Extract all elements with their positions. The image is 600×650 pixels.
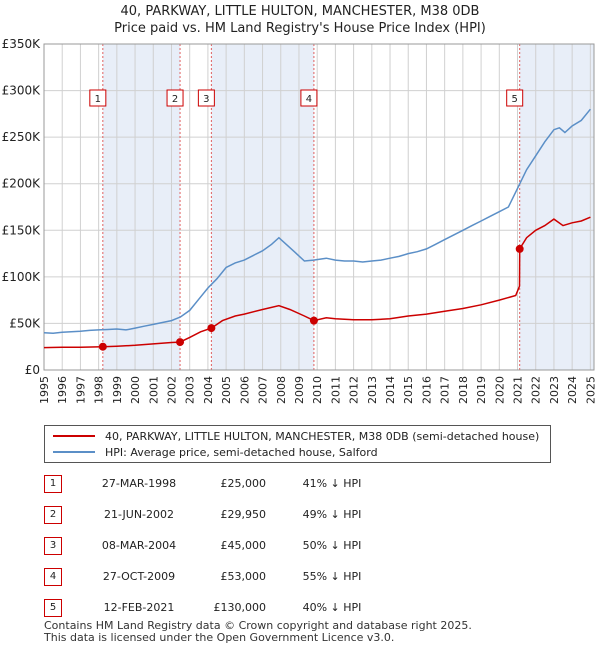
chart-subtitle: Price paid vs. HM Land Registry's House … [114,21,486,36]
sale-badge-number: 4 [306,94,312,105]
x-tick-label: 2004 [202,376,215,404]
sale-number-badge: 2 [44,506,62,524]
sale-price: £29,950 [220,508,267,521]
sale-badge-box [300,89,318,107]
sale-badge-box [197,89,215,107]
sale-badge-number: 2 [172,94,178,105]
sale-badge-box [166,89,184,107]
x-tick-label: 1999 [111,376,124,404]
sale-number-badge: 3 [44,537,62,555]
x-tick-label: 2016 [420,376,433,404]
x-tick-label: 2008 [275,376,288,404]
x-tick-label: 2013 [366,376,379,404]
x-tick-label: 2012 [348,376,361,404]
x-tick-label: 2001 [147,376,160,404]
x-tick-label: 2009 [293,376,306,404]
x-tick-label: 2002 [165,376,178,404]
shaded-period [519,44,594,370]
y-tick-label: £0 [25,363,40,377]
legend-swatch-property [53,435,95,437]
sale-date: 12-FEB-2021 [103,601,175,614]
sale-point [515,244,524,253]
property-series-line [43,216,591,349]
legend-item-property: 40, PARKWAY, LITTLE HULTON, MANCHESTER, … [53,428,539,444]
x-tick-label: 2025 [584,376,597,404]
sale-badge-number: 5 [512,94,518,105]
sale-price: £53,000 [220,570,267,583]
price-chart: £0 £50K £100K £150K £200K £250K £300K £350K 1995… [2,37,598,404]
hpi-series-line [43,108,591,334]
legend-label-hpi: HPI: Average price, semi-detached house,… [105,445,378,459]
chart-title: 40, PARKWAY, LITTLE HULTON, MANCHESTER, … [120,4,480,19]
sale-hpi-diff: 55% ↓ HPI [302,570,362,583]
x-tick-label: 2011 [329,376,342,404]
x-tick-label: 2022 [530,376,543,404]
table-row: 4 27-OCT-2009 £53,000 55% ↓ HPI [44,564,404,595]
sale-point [309,316,318,325]
sale-date: 27-OCT-2009 [102,570,176,583]
sale-price: £45,000 [220,539,267,552]
sale-hpi-diff: 50% ↓ HPI [302,539,362,552]
x-tick-label: 2014 [384,376,397,404]
y-tick-label: £150K [2,223,42,237]
sale-number-badge: 4 [44,568,62,586]
sale-date: 21-JUN-2002 [103,508,175,521]
x-tick-label: 1996 [56,376,69,404]
table-row: 2 21-JUN-2002 £29,950 49% ↓ HPI [44,502,404,533]
table-row: 5 12-FEB-2021 £130,000 40% ↓ HPI [44,595,404,626]
x-tick-label: 2000 [129,376,142,404]
sale-hpi-diff: 49% ↓ HPI [302,508,362,521]
sale-point [176,338,185,347]
sale-hpi-diff: 40% ↓ HPI [302,601,362,614]
x-tick-label: 2019 [475,376,488,404]
x-tick-label: 1995 [38,376,51,404]
y-tick-label: £200K [2,177,42,191]
legend-item-hpi: HPI: Average price, semi-detached house,… [53,444,378,460]
sale-date: 08-MAR-2004 [101,539,177,552]
footer-license: This data is licensed under the Open Gov… [44,631,395,644]
legend-label-property: 40, PARKWAY, LITTLE HULTON, MANCHESTER, … [105,429,540,443]
sale-number-badge: 1 [44,475,62,493]
sale-point [207,324,216,333]
y-tick-label: £250K [2,130,42,144]
x-tick-label: 2024 [566,376,579,404]
legend-swatch-hpi [53,451,95,453]
sales-table: 1 27-MAR-1998 £25,000 41% ↓ HPI 2 21-JUN… [44,471,404,626]
y-tick-label: £50K [9,316,41,330]
x-tick-label: 2005 [220,376,233,404]
x-tick-label: 2015 [402,376,415,404]
table-row: 1 27-MAR-1998 £25,000 41% ↓ HPI [44,471,404,502]
sale-price: £25,000 [220,477,267,490]
table-row: 3 08-MAR-2004 £45,000 50% ↓ HPI [44,533,404,564]
x-tick-label: 2006 [238,376,251,404]
x-tick-label: 2021 [512,376,525,404]
x-tick-label: 2023 [548,376,561,404]
x-tick-label: 2003 [184,376,197,404]
sale-badge-number: 3 [203,94,209,105]
y-tick-label: £100K [2,270,42,284]
x-tick-label: 2010 [311,376,324,404]
footer: Contains HM Land Registry data © Crown c… [44,620,472,644]
x-tick-label: 2018 [457,376,470,404]
sale-point [98,342,107,351]
legend: 40, PARKWAY, LITTLE HULTON, MANCHESTER, … [44,425,551,463]
sale-badge-number: 1 [95,94,101,105]
sale-number-badge: 5 [44,599,62,617]
sale-date: 27-MAR-1998 [101,477,177,490]
x-tick-label: 2020 [493,376,506,404]
x-tick-label: 1997 [74,376,87,404]
plot-frame [43,43,595,371]
sale-badge-box [89,89,107,107]
x-tick-label: 1998 [93,376,106,404]
sale-price: £130,000 [213,601,267,614]
y-tick-label: £300K [2,84,42,98]
y-tick-label: £350K [2,37,42,51]
sale-badge-box [506,89,524,107]
x-tick-label: 2017 [439,376,452,404]
footer-copyright: Contains HM Land Registry data © Crown c… [44,619,472,632]
sale-hpi-diff: 41% ↓ HPI [302,477,362,490]
x-tick-label: 2007 [257,376,270,404]
